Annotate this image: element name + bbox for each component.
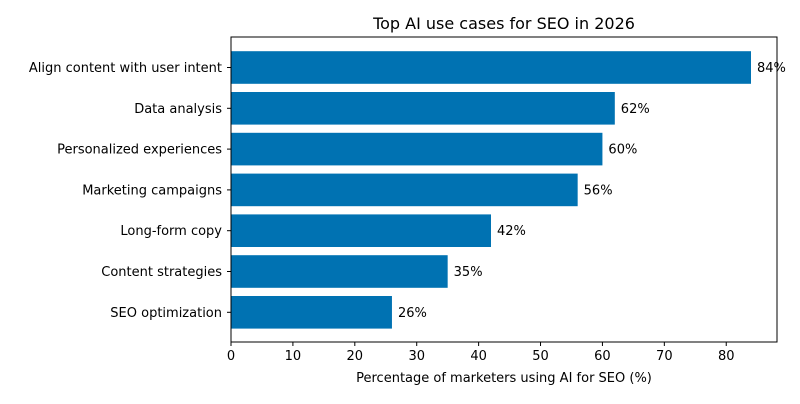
bar [231, 51, 751, 84]
axes-layer: Align content with user intent Data analy… [29, 36, 778, 364]
y-tick-label: Data analysis [134, 102, 222, 117]
value-label: 42% [497, 224, 526, 239]
value-label: 35% [454, 265, 483, 280]
bar [231, 92, 615, 125]
x-tick-label: 50 [532, 349, 549, 364]
plot-frame [230, 36, 778, 343]
y-tick-label: Align content with user intent [29, 61, 222, 76]
value-label: 26% [398, 306, 427, 321]
y-tick-label: Long-form copy [120, 224, 222, 239]
x-tick-label: 30 [408, 349, 425, 364]
y-tick-label: Marketing campaigns [82, 183, 222, 198]
bar [231, 255, 448, 288]
bar [231, 214, 491, 247]
x-tick-label: 10 [285, 349, 302, 364]
bars-layer: 84% 62% 60% 56% 42% 35% 26% [231, 51, 786, 329]
bar [231, 173, 578, 207]
y-tick-label: SEO optimization [110, 306, 222, 321]
x-tick-label: 80 [718, 349, 735, 364]
x-tick-label: 20 [347, 349, 364, 364]
value-label: 84% [757, 61, 786, 76]
y-tick-label: Content strategies [101, 265, 222, 280]
bar [231, 296, 392, 329]
value-label: 60% [608, 143, 637, 158]
y-tick-label: Personalized experiences [57, 143, 222, 158]
x-tick-label: 60 [594, 349, 611, 364]
x-tick-label: 0 [227, 349, 235, 364]
x-tick-label: 70 [656, 349, 673, 364]
value-label: 56% [584, 183, 613, 198]
x-tick-label: 40 [470, 349, 487, 364]
bar [231, 132, 603, 166]
value-label: 62% [621, 102, 650, 117]
chart-title: Top AI use cases for SEO in 2026 [372, 14, 635, 33]
x-axis-label: Percentage of marketers using AI for SEO… [356, 371, 652, 386]
